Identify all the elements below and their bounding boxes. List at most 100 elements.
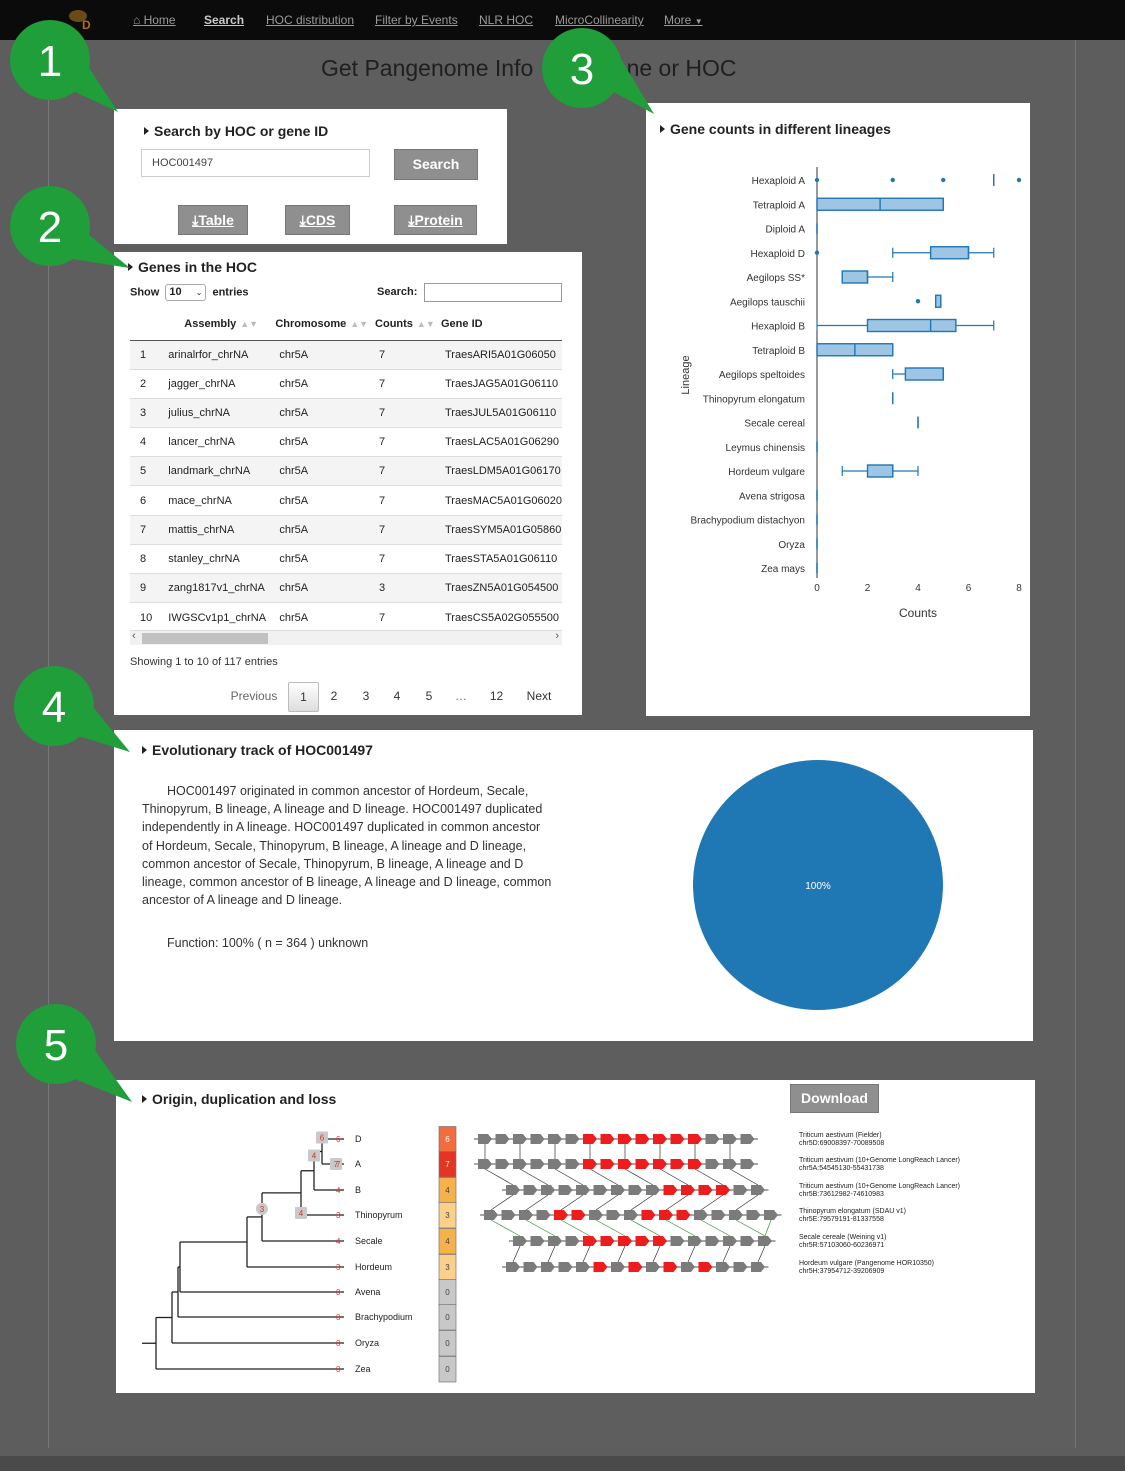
collapse-triangle-icon[interactable] [660, 125, 665, 133]
search-button[interactable]: Search [394, 149, 478, 180]
search-panel: Search by HOC or gene ID HOC001497 Searc… [114, 109, 507, 244]
taxon-label: Secale [355, 1236, 383, 1246]
horizontal-scrollbar[interactable]: ‹ › [130, 630, 562, 645]
y-tick-label: Leymus chinensis [726, 443, 805, 454]
gene-marker [506, 1185, 520, 1195]
table-row[interactable]: 3 julius_chrNA chr5A 7 TraesJUL5A01G06110 [130, 397, 562, 428]
collapse-triangle-icon[interactable] [142, 746, 147, 754]
chart-panel-title: Gene counts in different lineages [660, 121, 891, 137]
hoc-gene-marker [635, 1159, 650, 1169]
pagination-page-5[interactable]: 5 [425, 689, 433, 703]
y-tick-label: Tetraploid B [752, 346, 805, 357]
cell-gene-id: TraesSYM5A01G05860 [435, 514, 562, 545]
table-row[interactable]: 6 mace_chrNA chr5A 7 TraesMAC5A01G06020 [130, 485, 562, 516]
download-cds-label: CDS [305, 212, 336, 228]
scroll-right-icon[interactable]: › [555, 630, 559, 642]
gene-marker [723, 1159, 737, 1169]
table-search-input[interactable] [424, 283, 562, 302]
cell-counts: 7 [369, 427, 435, 457]
gene-marker [484, 1210, 498, 1220]
tip-count-label: 0 [336, 1339, 341, 1348]
hoc-gene-marker [554, 1210, 568, 1220]
box-iqr [866, 318, 957, 333]
nav-filter-by-events[interactable]: Filter by Events [375, 13, 458, 27]
pie-slice-unknown[interactable] [693, 760, 943, 1010]
col-header-counts[interactable]: Counts ▲▼ [369, 308, 435, 341]
gene-marker [495, 1159, 510, 1169]
table-row[interactable]: 8 stanley_chrNA chr5A 7 TraesSTA5A01G06110 [130, 543, 562, 574]
origin-download-button[interactable]: Download [790, 1084, 879, 1113]
gene-marker [758, 1236, 772, 1246]
col-header-assembly[interactable]: Assembly ▲▼ [158, 308, 270, 341]
site-logo[interactable]: D [58, 5, 96, 31]
table-row[interactable]: 1 arinalrfor_chrNA chr5A 7 TraesARI5A01G0605… [130, 339, 562, 370]
cell-gene-id: TraesJAG5A01G06110 [435, 368, 562, 399]
hoc-gene-marker [618, 1236, 632, 1246]
table-row[interactable]: 7 mattis_chrNA chr5A 7 TraesSYM5A01G05860 [130, 514, 562, 545]
synteny-link [764, 1219, 772, 1237]
table-row[interactable]: 4 lancer_chrNA chr5A 7 TraesLAC5A01G06290 [130, 427, 562, 457]
gene-marker [513, 1134, 527, 1144]
show-label: Show [130, 286, 160, 299]
gene-marker [670, 1236, 685, 1246]
gene-marker [688, 1236, 702, 1246]
nav-microcollinearity[interactable]: MicroCollinearity [555, 13, 644, 27]
box-iqr [934, 294, 942, 308]
synteny-link [525, 1219, 556, 1237]
y-axis-title: Lineage [680, 355, 692, 394]
callout-number: 1 [38, 37, 62, 86]
download-protein-button[interactable]: ⤓Protein [394, 205, 477, 235]
hoc-gene-marker [659, 1210, 673, 1220]
collapse-triangle-icon[interactable] [144, 127, 149, 135]
y-tick-label: Aegilops speltoides [719, 370, 805, 381]
collapse-triangle-icon[interactable] [142, 1095, 147, 1103]
download-cds-button[interactable]: ⤓CDS [285, 205, 350, 235]
scrollbar-thumb[interactable] [142, 633, 268, 644]
cell-gene-id: TraesLDM5A01G06170 [435, 456, 562, 486]
cell-chromosome: chr5A [269, 339, 370, 370]
nav-home[interactable]: ⌂ Home [133, 13, 176, 27]
box-iqr [929, 246, 970, 260]
synteny-link [652, 1245, 661, 1263]
table-row[interactable]: 9 zang1817v1_chrNA chr5A 3 TraesZN5A01G05450… [130, 572, 562, 603]
table-row[interactable]: 10 IWGSCv1p1_chrNA chr5A 7 TraesCS5A02G05550… [130, 602, 562, 632]
col-label: Assembly [184, 317, 237, 330]
nav-more-dropdown[interactable]: More ▼ [664, 13, 703, 27]
callout-marker-5: 5 [16, 1004, 132, 1102]
synteny-link [659, 1168, 689, 1186]
pagination-next[interactable]: Next [526, 689, 552, 703]
genes-panel-title: Genes in the HOC [128, 259, 257, 275]
page-size-control: Show 10 ⌄ entries [130, 284, 249, 301]
col-header-chromosome[interactable]: Chromosome ▲▼ [269, 308, 370, 341]
hoc-search-input[interactable]: HOC001497 [141, 149, 370, 177]
chart-panel-title-text: Gene counts in different lineages [670, 121, 891, 137]
table-header-row: Assembly ▲▼ Chromosome ▲▼ Counts ▲▼ Gene ID [130, 308, 562, 341]
pagination-page-2[interactable]: 2 [330, 689, 338, 703]
page-size-select[interactable]: 10 ⌄ [165, 284, 207, 301]
table-row[interactable]: 2 jagger_chrNA chr5A 7 TraesJAG5A01G06110 [130, 368, 562, 399]
pagination-page-1[interactable]: 1 [288, 682, 319, 712]
cell-index: 5 [130, 456, 159, 486]
synteny-link [735, 1219, 766, 1237]
cell-index: 10 [130, 602, 159, 632]
pagination-previous[interactable]: Previous [230, 689, 278, 703]
col-header-gene-id[interactable]: Gene ID [435, 308, 562, 341]
pagination-page-3[interactable]: 3 [362, 689, 370, 703]
synteny-link [630, 1219, 661, 1237]
hoc-gene-marker [676, 1210, 691, 1220]
nav-nlr-hoc[interactable]: NLR HOC [479, 13, 534, 27]
gene-marker [519, 1210, 533, 1220]
gene-marker [740, 1134, 755, 1144]
pagination-page-12[interactable]: 12 [489, 689, 504, 703]
table-row[interactable]: 5 landmark_chrNA chr5A 7 TraesLDM5A01G06170 [130, 456, 562, 486]
hoc-gene-marker [618, 1159, 632, 1169]
nav-hoc-distribution[interactable]: HOC distribution [266, 13, 355, 27]
synteny-link [484, 1168, 514, 1186]
collapse-triangle-icon[interactable] [128, 263, 133, 271]
nav-search[interactable]: Search [204, 13, 245, 27]
pie-slice-label: 100% [805, 881, 831, 892]
gene-marker [711, 1210, 726, 1220]
scroll-left-icon[interactable]: ‹ [132, 630, 136, 642]
pagination-page-4[interactable]: 4 [393, 689, 401, 703]
download-table-button[interactable]: ⤓Table [178, 205, 248, 235]
